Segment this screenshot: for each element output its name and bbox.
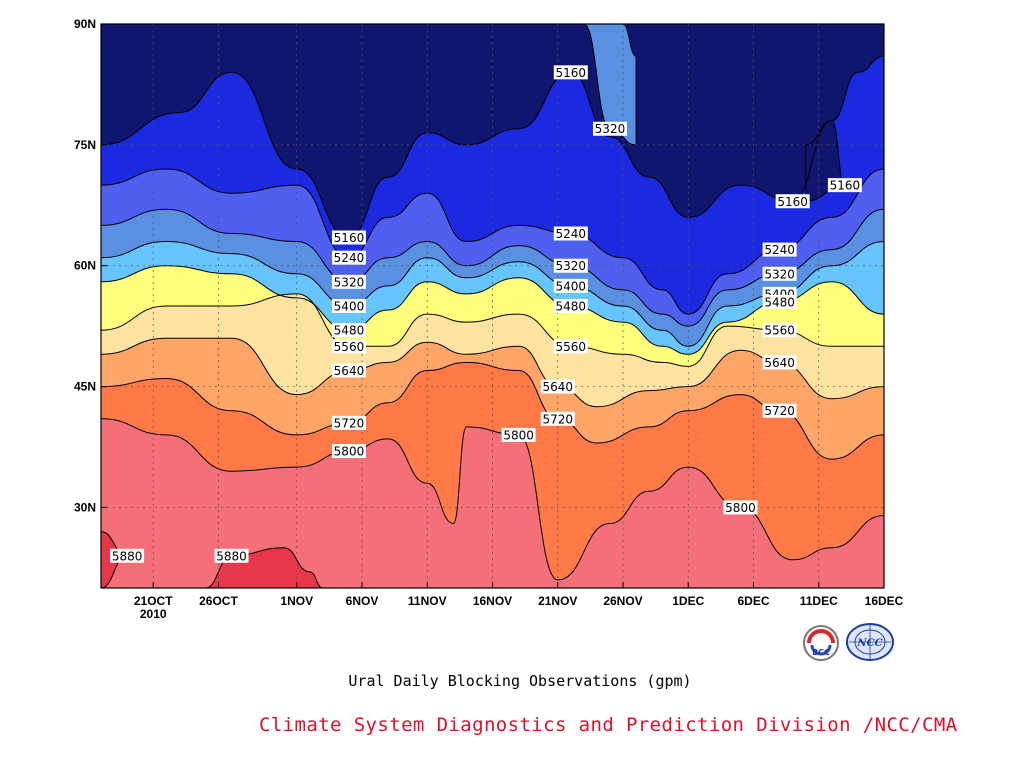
contour-label: 5320 — [764, 267, 795, 281]
x-tick-label: 11NOV — [408, 594, 447, 608]
contour-label: 5160 — [556, 66, 587, 80]
y-tick-label: 60N — [74, 259, 96, 273]
contour-label-bg — [331, 230, 366, 245]
contour-label-bg — [540, 411, 575, 426]
contour-label-bg — [331, 323, 366, 338]
x-tick-label: 21OCT — [134, 594, 173, 608]
x-tick-label: 6NOV — [346, 594, 379, 608]
contour-line-5560 — [101, 293, 884, 367]
fill-band-5800 — [101, 418, 884, 588]
contour-label: 5320 — [595, 122, 626, 136]
contour-label: 5880 — [216, 549, 247, 563]
contour-label-bg — [331, 363, 366, 378]
credit-line: Climate System Diagnostics and Predictio… — [259, 714, 958, 736]
x-tick-label: 26NOV — [603, 594, 642, 608]
x-tick-label: 16DEC — [865, 594, 904, 608]
contour-label-bg — [214, 548, 249, 563]
contour-label-bg — [762, 266, 797, 281]
contour-label: 5800 — [725, 501, 756, 515]
y-tick-label: 45N — [74, 380, 96, 394]
contour-line-5720 — [101, 361, 884, 460]
contour-line-5480 — [101, 265, 884, 355]
x-tick-sublabel: 2010 — [140, 607, 167, 621]
contour-label: 5720 — [542, 412, 573, 426]
contour-label-bg — [762, 403, 797, 418]
contour-label: 5560 — [764, 324, 795, 338]
contour-label: 5720 — [764, 404, 795, 418]
x-tick-label: 1NOV — [280, 594, 313, 608]
y-tick-label: 30N — [74, 500, 96, 514]
contour-label-bg — [331, 339, 366, 354]
contour-label: 5320 — [334, 275, 365, 289]
y-tick-label: 90N — [74, 17, 96, 31]
contour-label: 5800 — [503, 428, 534, 442]
contour-labels: 5160 5160 5160 5240 5240 5240 5320 5320 5320 5400… — [110, 65, 862, 563]
contour-line-5240 — [101, 168, 884, 315]
contour-label-bg — [553, 278, 588, 293]
contour-label: 5160 — [334, 231, 365, 245]
contour-label-bg — [553, 226, 588, 241]
contour-label: 5480 — [334, 324, 365, 338]
x-tick-label: 6DEC — [737, 594, 769, 608]
contour-label-bg — [553, 339, 588, 354]
contour-label-bg — [762, 242, 797, 257]
contour-label: 5640 — [764, 356, 795, 370]
contour-label: 5800 — [334, 445, 365, 459]
contour-label: 5240 — [556, 227, 587, 241]
contour-label: 5160 — [777, 195, 808, 209]
contour-label-bg — [592, 121, 627, 136]
contour-label-bg — [762, 355, 797, 370]
contour-label-bg — [540, 379, 575, 394]
contour-line-5640 — [101, 337, 884, 408]
contour-label-bg — [553, 258, 588, 273]
contour-label: 5560 — [556, 340, 587, 354]
ncc-logo-icon: NCC — [845, 622, 895, 666]
contour-label: 5560 — [334, 340, 365, 354]
x-tick-label: 16NOV — [473, 594, 512, 608]
contour-line-5320 — [101, 208, 884, 327]
contour-label-bg — [553, 299, 588, 313]
contour-label-bg — [723, 500, 758, 515]
contour-label: 5400 — [556, 279, 587, 293]
contour-label-bg — [775, 194, 810, 209]
grid-lines — [101, 24, 884, 588]
contour-label-bg — [331, 250, 366, 265]
y-tick-label: 75N — [74, 138, 96, 152]
contour-label-bg — [331, 274, 366, 289]
contour-label-bg — [331, 299, 366, 313]
x-tick-label: 11DEC — [800, 594, 838, 608]
contour-label: 5880 — [112, 549, 143, 563]
svg-text:BCC: BCC — [812, 648, 830, 657]
contour-label-bg — [553, 65, 588, 80]
contour-label: 5240 — [764, 243, 795, 257]
contour-label-bg — [762, 323, 797, 338]
x-tick-label: 26OCT — [199, 594, 238, 608]
contour-label-bg — [501, 427, 536, 442]
contour-label-bg — [331, 415, 366, 430]
contour-label: 5480 — [764, 295, 795, 309]
contour-label-bg — [827, 178, 862, 193]
svg-text:NCC: NCC — [856, 638, 882, 649]
contour-label: 5160 — [830, 179, 861, 193]
contour-label: 5320 — [556, 259, 587, 273]
contour-label-bg — [110, 548, 145, 563]
contour-label-bg — [331, 444, 366, 459]
bcc-logo-icon: BCC — [801, 624, 841, 666]
chart-title: Ural Daily Blocking Observations (gpm) — [348, 672, 692, 690]
x-tick-label: 1DEC — [672, 594, 704, 608]
contour-label: 5480 — [556, 300, 587, 314]
contour-label: 5640 — [334, 364, 365, 378]
contour-label: 5240 — [334, 251, 365, 265]
contour-label: 5400 — [334, 300, 365, 314]
contour-line-5400 — [101, 240, 884, 347]
contour-label-bg — [762, 294, 797, 309]
contour-label: 5640 — [542, 380, 573, 394]
x-tick-label: 21NOV — [538, 594, 577, 608]
contour-label: 5720 — [334, 416, 365, 430]
